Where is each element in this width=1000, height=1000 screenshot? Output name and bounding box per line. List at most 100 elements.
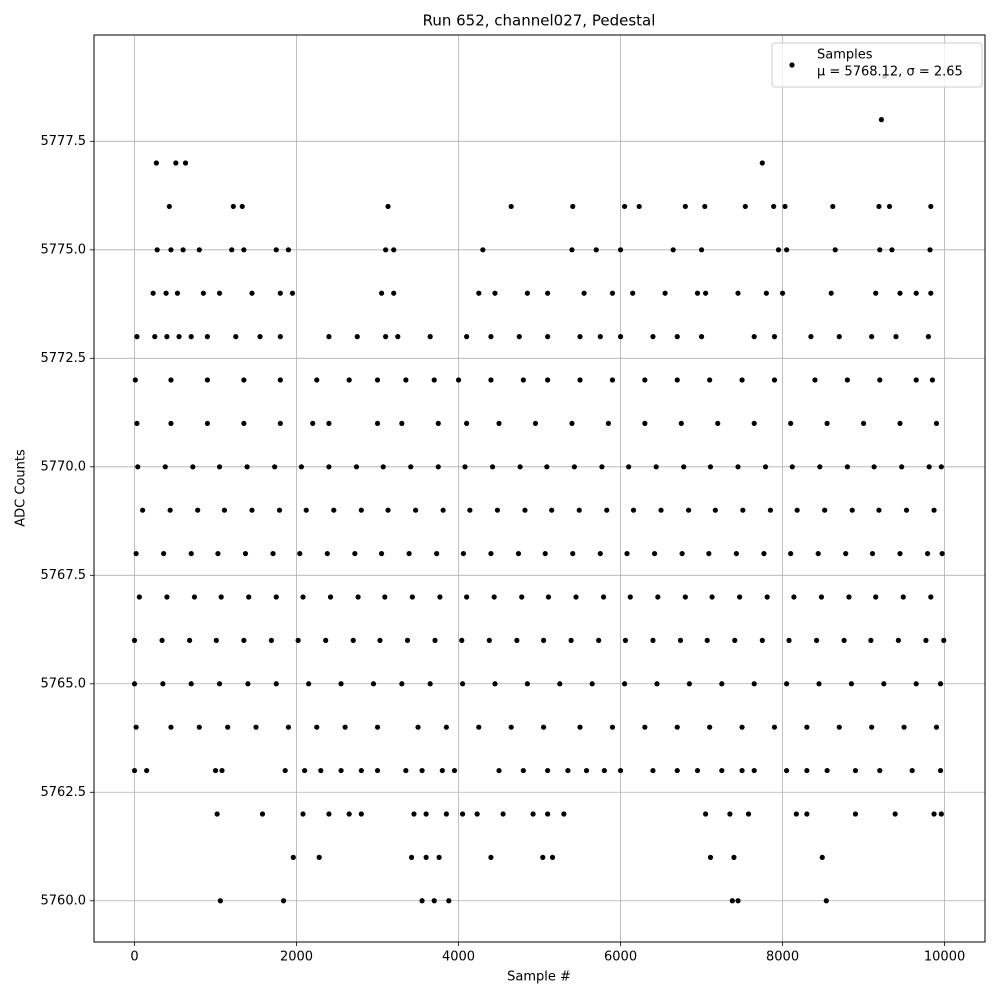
point — [938, 811, 944, 817]
point — [419, 767, 425, 774]
point — [161, 550, 167, 557]
point — [771, 724, 778, 730]
point — [655, 594, 661, 600]
point — [877, 247, 883, 253]
point — [244, 464, 250, 470]
point — [174, 290, 181, 296]
point — [270, 550, 276, 557]
point — [216, 681, 223, 687]
x-tick-label: 2000 — [280, 950, 313, 965]
point — [253, 724, 259, 730]
point — [280, 898, 287, 904]
point — [924, 550, 931, 557]
point — [464, 420, 470, 427]
point — [241, 420, 247, 427]
point — [733, 550, 739, 557]
point — [459, 637, 465, 643]
point — [707, 854, 714, 860]
point — [873, 594, 879, 600]
point — [524, 290, 530, 296]
y-tick-label: 5767.5 — [41, 568, 87, 583]
point — [824, 767, 830, 774]
point — [474, 811, 480, 817]
point — [188, 681, 194, 687]
point — [681, 464, 687, 470]
point — [164, 594, 170, 600]
point — [451, 767, 458, 774]
point — [719, 767, 725, 774]
point — [626, 464, 632, 470]
point — [654, 681, 660, 687]
point — [926, 464, 932, 470]
point — [897, 290, 903, 296]
point — [617, 247, 624, 253]
point — [131, 767, 138, 774]
point — [196, 247, 202, 253]
point — [653, 464, 659, 470]
point — [735, 290, 741, 296]
point — [508, 724, 514, 730]
point — [133, 724, 139, 730]
point — [677, 637, 684, 643]
point — [196, 724, 202, 730]
point — [403, 377, 409, 383]
point — [759, 160, 765, 166]
point — [249, 290, 255, 296]
point — [153, 160, 159, 166]
point — [903, 507, 910, 513]
point — [419, 898, 425, 904]
point — [808, 334, 814, 340]
point — [273, 594, 279, 600]
point — [520, 377, 526, 383]
point — [707, 724, 713, 730]
point — [152, 334, 158, 340]
point — [642, 420, 648, 427]
legend-stats: μ = 5768.12, σ = 2.65 — [817, 65, 963, 80]
point — [464, 334, 470, 340]
point — [212, 767, 219, 774]
point — [651, 550, 658, 557]
point — [488, 854, 494, 860]
point — [694, 290, 701, 296]
point — [545, 290, 551, 296]
point — [599, 464, 605, 470]
point — [520, 767, 526, 774]
point — [188, 334, 194, 340]
point — [658, 507, 664, 513]
point — [150, 290, 156, 296]
point — [836, 334, 842, 340]
point — [323, 637, 329, 643]
point — [476, 724, 482, 730]
point — [877, 767, 883, 774]
point — [459, 681, 466, 687]
point — [927, 247, 933, 253]
point — [221, 507, 228, 513]
point — [928, 290, 934, 296]
point — [812, 377, 818, 383]
point — [621, 203, 628, 210]
point — [569, 247, 575, 253]
point — [642, 377, 648, 383]
point — [679, 550, 685, 557]
point — [488, 377, 494, 383]
point — [355, 594, 361, 600]
point — [868, 637, 874, 643]
y-tick-label: 5762.5 — [41, 785, 87, 800]
point — [229, 247, 235, 253]
point — [731, 854, 737, 860]
point — [436, 854, 442, 860]
point — [931, 507, 937, 513]
point — [295, 637, 301, 643]
point — [219, 767, 225, 774]
point — [759, 637, 765, 643]
point — [745, 811, 752, 817]
point — [913, 681, 919, 687]
point — [464, 594, 470, 600]
point — [245, 681, 251, 687]
point — [354, 334, 360, 340]
point — [168, 377, 174, 383]
point — [775, 247, 782, 253]
point — [871, 464, 877, 470]
point — [549, 507, 555, 513]
point — [358, 507, 364, 513]
